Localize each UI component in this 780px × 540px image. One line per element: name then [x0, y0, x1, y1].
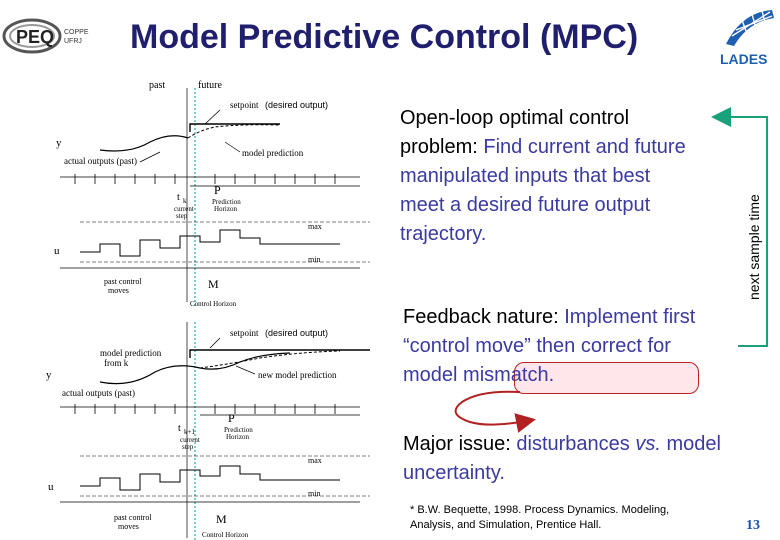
bottom-from-k-label: from k	[104, 358, 129, 368]
top-control-moves-path	[80, 229, 340, 257]
point-major-issue-label: Major issue:	[403, 433, 511, 455]
bottom-P-label: P	[228, 411, 235, 425]
next-sample-time-label: next sample time	[746, 194, 762, 300]
bottom-prediction-label: Prediction	[224, 426, 253, 434]
top-setpoint-line	[189, 123, 280, 132]
bottom-max-label: max	[308, 456, 322, 465]
bottom-desired-output-label: (desired output)	[265, 328, 328, 338]
mpc-figure: past future setpoint (desired output) y …	[40, 72, 380, 540]
point-feedback-mismatch: model mismatch	[403, 364, 549, 386]
bottom-y-label: y	[46, 369, 52, 381]
bottom-setpoint-line	[189, 349, 370, 358]
point-major-issue: Major issue: disturbances vs. model unce…	[403, 430, 723, 488]
top-horizon-label: Horizon	[214, 205, 237, 213]
top-tk-label: t	[177, 192, 180, 203]
bottom-control-moves-path	[80, 465, 340, 491]
mismatch-highlight	[514, 362, 699, 394]
bottom-M-label: M	[216, 512, 227, 526]
bottom-step-label: step	[182, 443, 194, 451]
bottom-tk1-label: t	[178, 423, 181, 434]
top-current-label: current	[174, 205, 194, 213]
lades-logo-text: LADES	[720, 51, 767, 67]
top-max-label: max	[308, 222, 322, 231]
top-y-label: y	[56, 137, 62, 149]
top-desired-output-label: (desired output)	[265, 100, 328, 110]
bottom-current-label: current	[180, 436, 200, 444]
top-k-subscript: k	[183, 197, 187, 205]
point-open-loop-label: Open-loop optimal control problem:	[400, 107, 630, 158]
top-panel: past future setpoint (desired output) y …	[54, 80, 370, 308]
top-actual-output-curve	[99, 135, 189, 152]
point-open-loop-text: Find current and future manipulated inpu…	[400, 136, 686, 245]
bottom-moves-label: moves	[118, 522, 139, 531]
top-min-label: min	[308, 255, 320, 264]
bottom-horizon-label: Horizon	[226, 433, 249, 441]
top-u-label: u	[54, 245, 60, 257]
top-P-label: P	[214, 183, 221, 197]
bottom-new-model-prediction-label: new model prediction	[258, 370, 337, 380]
point-major-issue-vs: vs.	[635, 433, 661, 455]
top-setpoint-label: setpoint	[230, 100, 259, 110]
peq-logo-sub1: COPPE	[64, 29, 89, 36]
mismatch-arrow	[454, 390, 536, 433]
point-open-loop: Open-loop optimal control problem: Find …	[400, 104, 700, 249]
reference-note: * B.W. Bequette, 1998. Process Dynamics.…	[410, 504, 670, 531]
bottom-new-prediction-curve	[199, 350, 341, 369]
top-past-control-label: past control	[104, 277, 142, 286]
slide-title: Model Predictive Control (MPC)	[130, 18, 639, 56]
top-moves-label: moves	[108, 286, 129, 295]
bottom-past-control-label: past control	[114, 513, 152, 522]
top-control-horizon-label: Control Horizon	[190, 300, 237, 308]
top-model-prediction-label: model prediction	[242, 148, 304, 158]
peq-logo: PEQ COPPE UFRJ	[2, 14, 102, 56]
peq-logo-sub2: UFRJ	[64, 38, 82, 45]
top-actual-outputs-label: actual outputs (past)	[64, 156, 137, 166]
point-major-issue-text-b: model uncertainty.	[403, 433, 721, 484]
bottom-u-label: u	[48, 481, 54, 493]
bottom-setpoint-label: setpoint	[230, 328, 259, 338]
point-feedback-label: Feedback nature:	[403, 306, 559, 328]
bottom-control-horizon-label: Control Horizon	[202, 531, 249, 539]
page-number: 13	[746, 518, 760, 533]
lades-logo: LADES	[712, 4, 778, 68]
top-step-label: step	[176, 212, 188, 220]
bottom-model-prediction-label: model prediction	[100, 348, 162, 358]
bottom-min-label: min	[308, 489, 320, 498]
bottom-actual-outputs-label: actual outputs (past)	[62, 388, 135, 398]
bottom-k1-subscript: k+1	[184, 428, 195, 436]
peq-logo-text: PEQ	[16, 27, 54, 47]
point-feedback-text: Implement first “control move” then corr…	[403, 306, 696, 357]
point-feedback: Feedback nature: Implement first “contro…	[403, 303, 723, 390]
bottom-panel: setpoint (desired output) model predicti…	[46, 322, 370, 540]
next-sample-arrow	[711, 107, 768, 347]
top-past-label: past	[149, 80, 165, 91]
top-prediction-label: Prediction	[212, 198, 241, 206]
top-future-label: future	[198, 80, 222, 91]
point-major-issue-text-a: disturbances	[516, 433, 636, 455]
top-M-label: M	[208, 277, 219, 291]
point-feedback-period: .	[548, 364, 555, 386]
